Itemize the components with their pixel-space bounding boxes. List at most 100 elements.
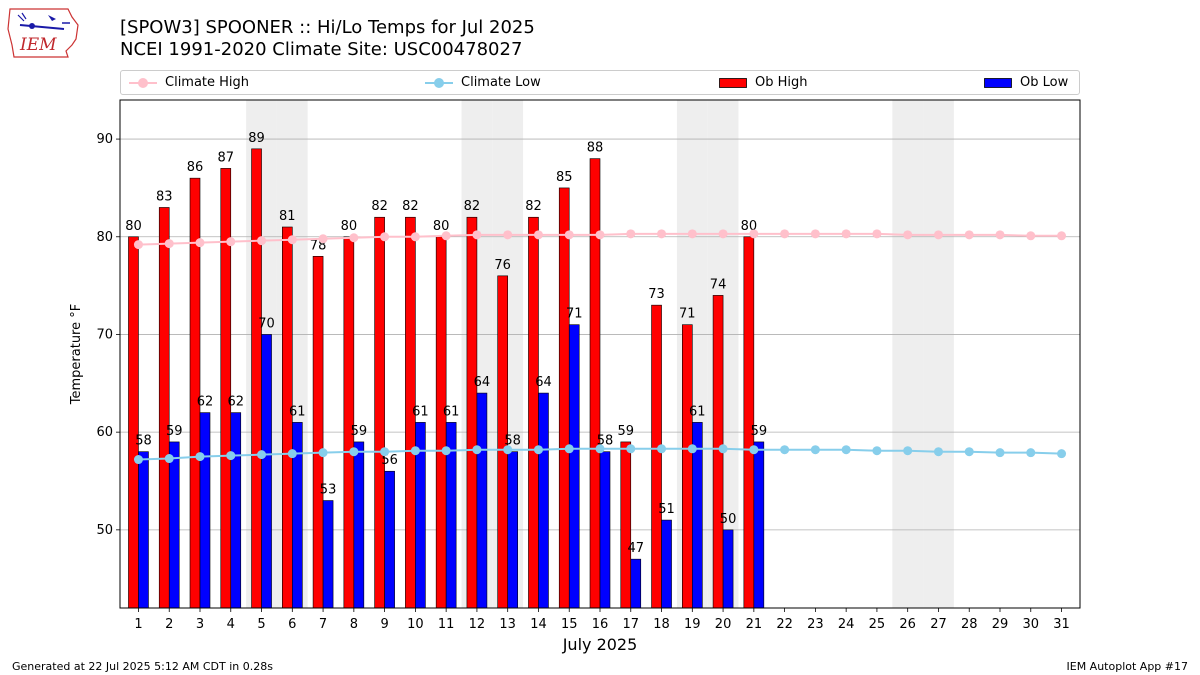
climate-high-point bbox=[903, 230, 913, 240]
climate-low-point bbox=[687, 444, 697, 454]
ob-high-label: 82 bbox=[371, 199, 388, 214]
climate-high-point bbox=[287, 235, 297, 245]
climate-high-point bbox=[718, 229, 728, 239]
ob-high-label: 89 bbox=[248, 131, 265, 146]
y-tick-label: 90 bbox=[96, 132, 113, 147]
legend-item-ob-low: Ob Low bbox=[984, 71, 1068, 94]
ob-low-label: 61 bbox=[443, 404, 460, 419]
ob-high-label: 82 bbox=[464, 199, 481, 214]
climate-high-point bbox=[933, 230, 943, 240]
ob-low-label: 58 bbox=[135, 434, 152, 449]
x-tick-label: 11 bbox=[438, 617, 455, 632]
ob-high-bar bbox=[558, 187, 570, 609]
climate-high-point bbox=[595, 230, 605, 240]
ob-low-label: 71 bbox=[566, 307, 583, 322]
climate-high-point bbox=[257, 236, 267, 246]
chart-legend: Climate High Climate Low Ob High Ob Low bbox=[120, 70, 1080, 95]
x-tick-label: 12 bbox=[469, 617, 486, 632]
climate-low-point bbox=[195, 452, 205, 462]
climate-low-point bbox=[318, 448, 328, 458]
climate-low-point bbox=[657, 444, 667, 454]
legend-item-climate-low: Climate Low bbox=[425, 71, 541, 94]
weekend-shade bbox=[923, 100, 954, 608]
climate-high-point bbox=[564, 230, 574, 240]
x-tick-label: 4 bbox=[227, 617, 235, 632]
ob-high-label: 82 bbox=[525, 199, 542, 214]
ob-low-label: 47 bbox=[627, 541, 644, 556]
ob-low-label: 56 bbox=[381, 453, 398, 468]
climate-high-point bbox=[533, 230, 543, 240]
ob-low-bar bbox=[353, 441, 365, 609]
ob-low-label: 53 bbox=[320, 483, 337, 498]
ob-low-bar bbox=[630, 558, 642, 609]
plot-frame bbox=[119, 99, 1081, 609]
x-tick-label: 14 bbox=[530, 617, 547, 632]
ob-high-bar bbox=[651, 304, 662, 609]
ob-low-bar bbox=[138, 451, 149, 609]
x-tick-label: 28 bbox=[961, 617, 978, 632]
x-tick-label: 27 bbox=[930, 617, 947, 632]
climate-high-point bbox=[1057, 231, 1067, 241]
y-tick-label: 50 bbox=[96, 523, 113, 538]
ob-low-bar bbox=[507, 451, 518, 609]
x-tick-label: 5 bbox=[257, 617, 265, 632]
climate-low-point bbox=[933, 447, 943, 457]
ob-high-label: 71 bbox=[679, 307, 696, 322]
climate-low-point bbox=[810, 445, 820, 455]
climate-low-point bbox=[1026, 448, 1036, 458]
ob-high-label: 74 bbox=[710, 277, 727, 292]
climate-low-point bbox=[995, 448, 1005, 458]
climate-high-point bbox=[872, 229, 882, 239]
weekend-shade bbox=[892, 100, 924, 608]
x-tick-label: 13 bbox=[499, 617, 516, 632]
climate-low-point bbox=[164, 454, 174, 464]
climate-low-point bbox=[718, 444, 728, 454]
x-tick-label: 26 bbox=[899, 617, 916, 632]
climate-high-point bbox=[995, 230, 1005, 240]
climate-high-point bbox=[503, 230, 513, 240]
ob-low-bar bbox=[168, 441, 180, 609]
ob-high-bar bbox=[528, 216, 539, 609]
chart-title-line1: [SPOW3] SPOONER :: Hi/Lo Temps for Jul 2… bbox=[120, 17, 535, 38]
ob-low-label: 59 bbox=[166, 424, 183, 439]
y-tick-label: 70 bbox=[96, 327, 113, 342]
logo-text: IEM bbox=[20, 35, 57, 55]
climate-low-point bbox=[564, 444, 574, 454]
ob-low-label: 61 bbox=[412, 404, 429, 419]
ob-low-swatch-icon bbox=[984, 77, 1012, 88]
legend-item-climate-high: Climate High bbox=[129, 71, 249, 94]
x-tick-label: 1 bbox=[134, 617, 142, 632]
climate-low-point bbox=[349, 447, 359, 457]
climate-low-point bbox=[1057, 449, 1067, 459]
ob-low-bar bbox=[753, 441, 765, 609]
x-tick-label: 3 bbox=[196, 617, 204, 632]
x-tick-label: 6 bbox=[288, 617, 296, 632]
x-tick-label: 8 bbox=[350, 617, 358, 632]
ob-high-swatch-icon bbox=[719, 77, 747, 88]
climate-high-point bbox=[1026, 231, 1036, 241]
climate-high-point bbox=[318, 234, 328, 244]
iem-logo: IEM bbox=[6, 5, 82, 60]
climate-high-point bbox=[410, 232, 420, 242]
climate-high-point bbox=[810, 229, 820, 239]
climate-high-point bbox=[195, 238, 205, 248]
ob-low-bar bbox=[661, 519, 672, 609]
ob-high-label: 88 bbox=[587, 141, 604, 156]
climate-high-point bbox=[164, 239, 174, 249]
x-tick-label: 18 bbox=[653, 617, 670, 632]
ob-low-bar bbox=[599, 451, 611, 609]
legend-label-ob-low: Ob Low bbox=[1020, 75, 1069, 90]
ob-high-bar bbox=[343, 236, 355, 609]
ob-high-label: 86 bbox=[187, 160, 204, 175]
ob-high-bar bbox=[435, 236, 447, 609]
climate-high-point bbox=[380, 232, 390, 242]
climate-high-point bbox=[349, 233, 359, 243]
ob-high-bar bbox=[312, 256, 324, 609]
ob-low-bar bbox=[722, 529, 734, 609]
ob-low-label: 70 bbox=[258, 316, 275, 331]
ob-high-label: 83 bbox=[156, 189, 173, 204]
climate-low-point bbox=[503, 445, 513, 455]
x-tick-label: 10 bbox=[407, 617, 424, 632]
climate-high-point bbox=[687, 229, 697, 239]
ob-high-label: 80 bbox=[341, 219, 358, 234]
